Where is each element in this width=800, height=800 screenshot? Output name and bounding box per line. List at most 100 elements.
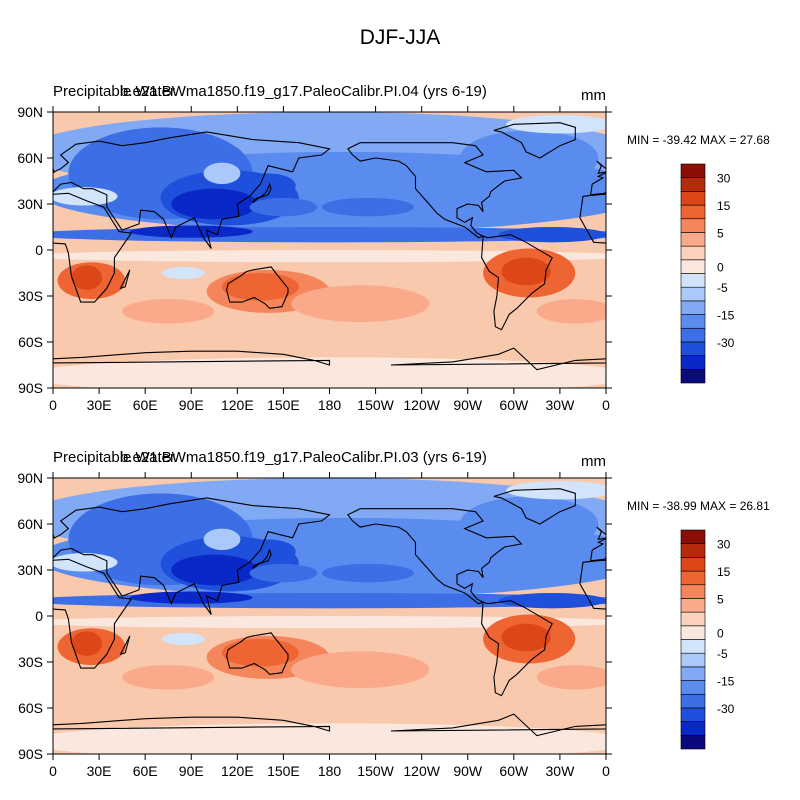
x-tick-label: 0: [49, 763, 57, 779]
colorbar-label: -15: [717, 309, 735, 323]
colorbar-label: -30: [717, 702, 735, 716]
field-region: [203, 162, 241, 185]
x-tick-label: 0: [602, 397, 610, 413]
coastline: [226, 632, 289, 675]
colorbar-swatch: [680, 584, 706, 599]
colorbar-swatch: [680, 341, 706, 356]
colorbar-label: 15: [717, 565, 731, 579]
y-tick-label: 60S: [18, 334, 43, 350]
variable-label: Precipitable Water: [53, 449, 175, 466]
x-tick-label: 30W: [546, 763, 576, 779]
y-tick-label: 60N: [17, 516, 43, 532]
field-region: [203, 528, 241, 551]
min-max-label: MIN = -39.42 MAX = 27.68: [627, 133, 770, 147]
colorbar-swatch: [680, 232, 706, 247]
colorbar-swatch: [680, 707, 706, 722]
x-tick-label: 60E: [133, 763, 158, 779]
field-region: [291, 651, 430, 689]
field-region: [501, 623, 551, 652]
coastline: [493, 488, 576, 525]
colorbar-label: -30: [717, 336, 735, 350]
case-label: b.e21.BWma1850.f19_g17.PaleoCalibr.PI.04…: [120, 83, 487, 100]
field-region: [221, 639, 299, 667]
colorbar-label: 15: [717, 199, 731, 213]
colorbar-swatch: [680, 355, 706, 370]
colorbar-swatch: [680, 245, 706, 261]
x-tick-label: 150E: [267, 397, 300, 413]
colorbar-label: -15: [717, 675, 735, 689]
x-tick-label: 60W: [499, 397, 529, 413]
y-tick-label: 90S: [18, 380, 43, 396]
coastline: [780, 267, 800, 308]
y-tick-label: 30S: [18, 654, 43, 670]
colorbar-swatch: [680, 273, 706, 288]
field-region: [321, 563, 414, 583]
x-tick-label: 150W: [357, 763, 394, 779]
field-region: [249, 563, 318, 583]
coastlines: [53, 488, 606, 737]
field-region: [71, 265, 103, 290]
x-tick-label: 30E: [87, 397, 112, 413]
field-region: [506, 481, 606, 500]
x-tick-label: 30E: [87, 763, 112, 779]
field-region: [460, 130, 599, 186]
x-tick-label: 90W: [453, 763, 483, 779]
colorbar-swatch: [680, 191, 706, 206]
field-region: [53, 553, 118, 572]
x-tick-label: 180: [318, 397, 342, 413]
x-tick-label: 150W: [357, 397, 394, 413]
coastline: [347, 508, 523, 605]
field-region: [249, 197, 318, 217]
variable-label: Precipitable Water: [53, 83, 175, 100]
colorbar-label: 0: [717, 627, 724, 641]
coastline: [226, 266, 289, 309]
coastline: [481, 600, 553, 697]
min-max-label: MIN = -38.99 MAX = 26.81: [627, 499, 770, 513]
colorbar-label: 5: [717, 592, 724, 606]
coastline: [390, 347, 606, 371]
y-tick-label: 90N: [17, 104, 43, 120]
x-tick-label: 0: [49, 397, 57, 413]
colorbar-swatch: [680, 163, 706, 178]
colorbar-swatch: [680, 259, 706, 274]
y-tick-label: 30N: [17, 562, 43, 578]
colorbar-swatch: [680, 327, 706, 343]
colorbar-swatch: [680, 652, 706, 668]
x-tick-label: 30W: [546, 397, 576, 413]
colorbar-swatch: [680, 598, 706, 613]
x-tick-label: 120W: [403, 763, 440, 779]
colorbar-label: -5: [717, 647, 728, 661]
colorbar-swatch: [680, 204, 706, 220]
colorbar-label: -5: [717, 281, 728, 295]
field-layer: [53, 478, 606, 754]
field-region: [53, 187, 118, 206]
y-ticks: 90N 60N 30N 0 30S 60S 90S: [17, 470, 612, 762]
y-tick-label: 0: [35, 242, 43, 258]
coastline: [53, 497, 331, 615]
coastline: [53, 558, 133, 669]
colorbar-swatch: [680, 286, 706, 302]
x-tick-label: 60E: [133, 397, 158, 413]
colorbar-swatch: [680, 543, 706, 558]
y-tick-label: 30N: [17, 196, 43, 212]
coastline: [119, 269, 131, 290]
field-region: [460, 496, 599, 552]
field-region: [221, 273, 299, 301]
field-region: [129, 591, 253, 604]
coastlines: [53, 122, 800, 371]
field-region: [413, 547, 553, 593]
panel-bottom: 0 30E 60E 90E 120E 150E 180 150W 120W 90W 60W 30W 0 …: [17, 449, 770, 779]
y-ticks: 90N 60N 30N 0 30S 60S 90S: [17, 104, 612, 396]
colorbar-label: 5: [717, 226, 724, 240]
x-ticks: 0 30E 60E 90E 120E 150E 180 150W 120W 90W 60W 30W 0: [49, 472, 610, 779]
x-tick-label: 120E: [221, 763, 254, 779]
colorbar-swatch: [680, 693, 706, 709]
x-tick-label: 90E: [179, 763, 204, 779]
x-tick-label: 120W: [403, 397, 440, 413]
field-region: [536, 665, 606, 690]
colorbar-swatch: [680, 369, 706, 384]
figure-title: DJF-JJA: [360, 26, 441, 49]
y-tick-label: 0: [35, 608, 43, 624]
field-region: [71, 631, 103, 656]
